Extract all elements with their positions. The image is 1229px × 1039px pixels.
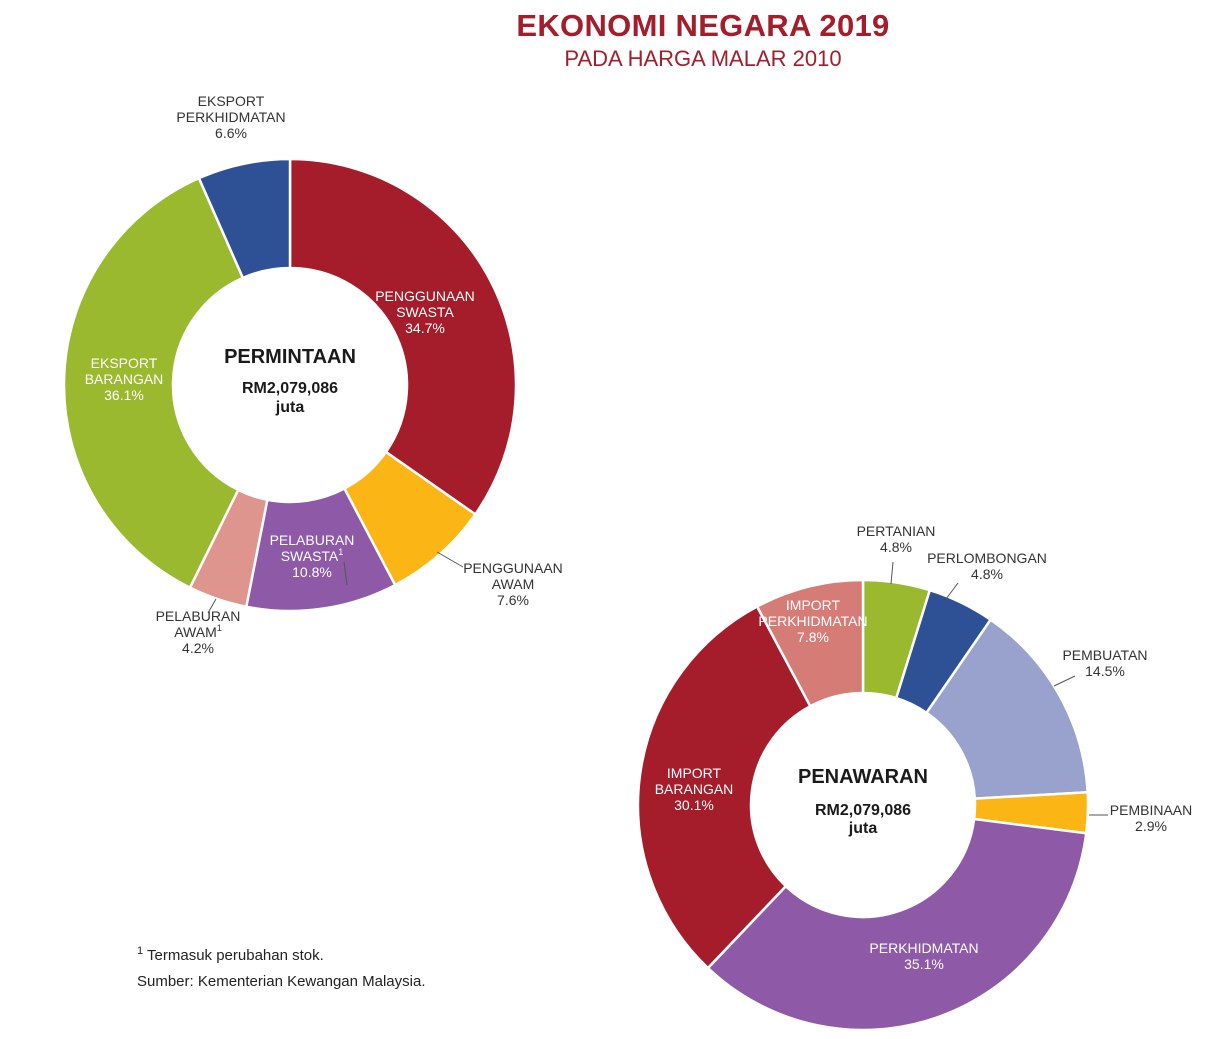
slice-penggunaan-swasta <box>288 157 518 517</box>
leader-line-pelaburan-awam <box>207 598 217 614</box>
source-note: Sumber: Kementerian Kewangan Malaysia. <box>137 973 426 990</box>
slice-pembuatan <box>924 617 1089 800</box>
slice-label-eksport-barangan: EKSPORT BARANGAN 36.1% <box>85 355 164 403</box>
leader-line-pembuatan <box>1053 675 1076 687</box>
center-unit: juta <box>848 820 878 837</box>
slice-label-pembuatan: PEMBUATAN 14.5% <box>1062 647 1147 679</box>
chart-notes: 1 Termasuk perubahan stok. Sumber: Kemen… <box>137 938 426 995</box>
donut-chart-1: PENGGUNAAN SWASTA 34.7% PENGGUNAAN AWAM 7.6% P… <box>62 93 563 656</box>
slice-eksport-perkhidmatan <box>197 157 292 280</box>
slice-import-barangan <box>636 604 812 970</box>
slice-label-penggunaan-awam: PENGGUNAAN AWAM 7.6% <box>463 560 563 608</box>
center-title: PERMINTAAN <box>224 346 356 368</box>
leader-line-pertanian <box>890 561 894 585</box>
slice-label-import-perkhidmatan: IMPORT PERKHIDMATAN 7.8% <box>758 597 867 645</box>
slice-eksport-barangan <box>62 176 245 590</box>
slice-perkhidmatan <box>706 817 1088 1032</box>
footnote-marker: 1 <box>137 945 144 957</box>
leader-line-pelaburan-swasta <box>343 561 348 586</box>
slice-label-import-barangan: IMPORT BARANGAN 30.1% <box>655 765 734 813</box>
footnote: 1 Termasuk perubahan stok. <box>137 938 426 969</box>
slice-label-perkhidmatan: PERKHIDMATAN 35.1% <box>869 940 978 972</box>
slice-label-pertanian: PERTANIAN 4.8% <box>857 523 936 555</box>
slice-label-eksport-perkhidmatan: EKSPORT PERKHIDMATAN 6.6% <box>176 93 285 141</box>
footnote-text: Termasuk perubahan stok. <box>147 947 324 964</box>
chart-subtitle: PADA HARGA MALAR 2010 <box>564 46 842 71</box>
leader-line-perlombongan <box>945 582 959 600</box>
slice-label-pembinaan: PEMBINAAN 2.9% <box>1110 802 1192 834</box>
donut-chart-2: PERTANIAN 4.8%PERLOMBONGAN 4.8% PEMBUATAN 14… <box>636 523 1192 1032</box>
center-title: PENAWARAN <box>798 766 928 788</box>
center-value: RM2,079,086 <box>242 380 338 397</box>
slice-import-perkhidmatan <box>755 578 865 708</box>
slice-label-penggunaan-swasta: PENGGUNAAN SWASTA 34.7% <box>375 288 475 336</box>
slice-label-perlombongan: PERLOMBONGAN 4.8% <box>927 550 1047 582</box>
slice-label-pelaburan-swasta: PELABURAN SWASTA1 10.8% <box>270 532 355 580</box>
slice-label-pelaburan-awam: PELABURAN AWAM1 4.2% <box>156 608 241 656</box>
leader-line-penggunaan-awam <box>436 551 464 568</box>
center-value: RM2,079,086 <box>815 802 911 819</box>
center-unit: juta <box>275 399 305 416</box>
chart-title: EKONOMI NEGARA 2019 <box>516 8 890 43</box>
